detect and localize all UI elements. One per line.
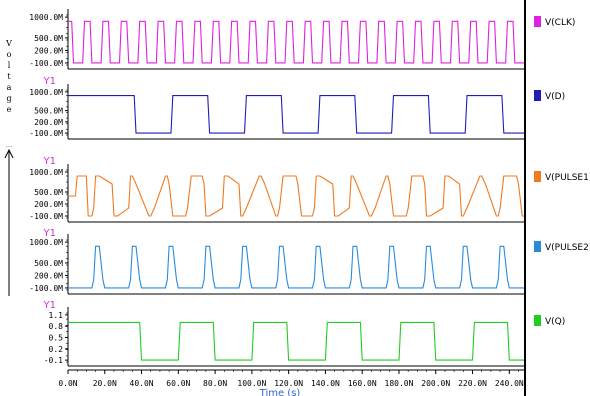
x-tick-label: 80.0N (203, 379, 227, 388)
panel-pulse1: 1000.0M 500.0M 200.0M -100.0M Y1 V(PULSE1) (29, 156, 590, 223)
x-tick-label: 40.0N (130, 379, 154, 388)
legend-swatch (534, 241, 541, 252)
legend-swatch (534, 16, 541, 27)
y-tick-label: 500.0M (34, 107, 63, 116)
x-tick-label: 220.0N (458, 379, 487, 388)
y-tick-label: -100.0M (29, 59, 63, 68)
panel-pulse2: 1000.0M 500.0M 200.0M -100.0M Y1 V(PULSE2) (29, 228, 590, 295)
y-tick-label: -100.0M (29, 284, 63, 293)
legend-label[interactable]: V(PULSE1) (545, 173, 590, 183)
series-line-pulse1 (68, 175, 524, 217)
legend-swatch (534, 171, 541, 182)
x-tick-label: 120.0N (274, 379, 303, 388)
y-tick-label: 200.0M (34, 46, 63, 55)
y-axis-label-letter: V (5, 39, 12, 48)
y-tick-label: 0.5 (49, 334, 64, 343)
series-line-pulse2 (68, 245, 524, 289)
y-tick-label: -100.0M (29, 129, 63, 138)
legend-label[interactable]: V(Q) (545, 317, 565, 327)
y-tick-label: 1000.0M (29, 13, 63, 22)
y-tick-label: 500.0M (34, 259, 63, 268)
legend-label[interactable]: V(PULSE2) (545, 243, 590, 253)
x-tick-label: 100.0N (237, 379, 266, 388)
y-axis-label-letter: l (8, 61, 11, 70)
x-tick-label: 160.0N (348, 379, 377, 388)
series-line-clk (68, 20, 524, 64)
y-tick-label: 0.8 (49, 322, 64, 331)
y-tick-label: 200.0M (34, 118, 63, 127)
y-axis-label-ellipsis: ... (6, 141, 13, 149)
y-tick-label: 1.1 (49, 311, 64, 320)
y-tick-label: -0.1 (44, 356, 63, 365)
y-tick-label: 0.2 (49, 345, 64, 354)
y-axis-label-letter: g (6, 94, 11, 103)
y-tick-label: 1000.0M (29, 88, 63, 97)
y-tick-label: -100.0M (29, 212, 63, 221)
y-tick-label: 500.0M (34, 188, 63, 197)
x-axis-label: Time (s) (259, 388, 301, 396)
legend-swatch (534, 315, 541, 326)
x-tick-label: 180.0N (385, 379, 414, 388)
x-tick-label: 20.0N (93, 379, 117, 388)
panel-d: 1000.0M 500.0M 200.0M -100.0M Y1 V(D) (29, 76, 565, 140)
panel-y1-tag: Y1 (43, 228, 56, 239)
panel-y1-tag: Y1 (43, 300, 56, 311)
panel-clk: 1000.0M 500.0M 200.0M -100.0M V(CLK) (29, 9, 575, 70)
y-tick-label: 500.0M (34, 34, 63, 43)
y-tick-label: 1000.0M (29, 238, 63, 247)
series-line-q (68, 321, 524, 361)
y-tick-label: 200.0M (34, 200, 63, 209)
x-tick-label: 0.0N (58, 379, 77, 388)
x-tick-label: 240.0N (495, 379, 524, 388)
y-axis-label-letter: e (7, 105, 12, 114)
series-line-d (68, 95, 524, 134)
y-tick-label: 1000.0M (29, 168, 63, 177)
legend-label[interactable]: V(D) (545, 92, 565, 102)
x-tick-label: 200.0N (421, 379, 450, 388)
panel-q: 1.1 0.8 0.5 0.2 -0.1 Y1 V(Q) (43, 300, 565, 367)
y-axis-arrowhead (4, 148, 14, 159)
x-tick-label: 60.0N (166, 379, 190, 388)
y-tick-label: 200.0M (34, 271, 63, 280)
x-axis: 0.0N 20.0N 40.0N 60.0N 80.0N 100.0N 120.0N 140.… (58, 369, 524, 388)
panel-y1-tag: Y1 (43, 76, 56, 87)
x-tick-label: 140.0N (311, 379, 340, 388)
y-axis-label-letter: a (7, 83, 12, 92)
panel-y1-tag: Y1 (43, 156, 56, 167)
legend-label[interactable]: V(CLK) (545, 18, 575, 28)
y-axis-label-letter: o (7, 50, 12, 59)
y-axis-label: Voltage... (5, 39, 12, 149)
y-axis-label-letter: t (7, 72, 11, 81)
legend-swatch (534, 90, 541, 101)
